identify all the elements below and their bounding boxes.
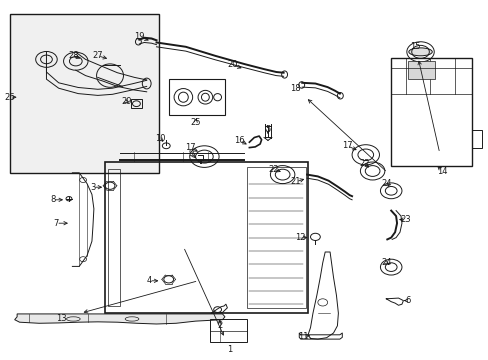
- Bar: [10, 14, 159, 173]
- Text: 22: 22: [268, 165, 279, 174]
- Text: 26: 26: [4, 93, 15, 102]
- Text: 20: 20: [226, 60, 237, 69]
- Text: 17: 17: [185, 143, 196, 152]
- Text: 16: 16: [234, 136, 244, 145]
- Text: 23: 23: [400, 215, 410, 224]
- Text: 3: 3: [90, 183, 95, 192]
- Ellipse shape: [408, 48, 431, 56]
- Text: 24: 24: [380, 179, 391, 188]
- Text: 12: 12: [295, 233, 305, 242]
- Text: 9: 9: [188, 149, 193, 158]
- Polygon shape: [15, 314, 224, 324]
- Bar: [471, 130, 481, 148]
- Text: 6: 6: [405, 296, 410, 305]
- Text: 18: 18: [290, 84, 301, 93]
- Text: 1: 1: [227, 345, 232, 354]
- Text: 28: 28: [68, 51, 79, 60]
- Text: 5: 5: [265, 125, 270, 134]
- Text: 25: 25: [190, 118, 201, 127]
- Text: 27: 27: [92, 51, 103, 60]
- Text: 10: 10: [155, 134, 165, 143]
- Text: 22: 22: [358, 159, 369, 168]
- Text: 17: 17: [341, 141, 352, 150]
- Text: 29: 29: [121, 97, 131, 106]
- Bar: [107, 169, 120, 306]
- Text: 7: 7: [54, 219, 59, 228]
- Bar: [407, 61, 434, 79]
- Text: 4: 4: [146, 276, 151, 285]
- Text: 11: 11: [297, 332, 308, 341]
- Text: 13: 13: [56, 314, 66, 323]
- Bar: [131, 99, 142, 108]
- Text: 15: 15: [409, 42, 420, 51]
- Text: 19: 19: [134, 32, 144, 41]
- Text: 21: 21: [290, 177, 301, 186]
- Text: 8: 8: [50, 195, 55, 204]
- Bar: [390, 58, 471, 166]
- Bar: [246, 167, 305, 308]
- Text: 24: 24: [380, 258, 391, 267]
- Bar: [210, 319, 246, 342]
- Bar: [168, 79, 224, 115]
- Text: 14: 14: [436, 166, 447, 175]
- Bar: [105, 162, 307, 313]
- Text: 2: 2: [217, 321, 222, 330]
